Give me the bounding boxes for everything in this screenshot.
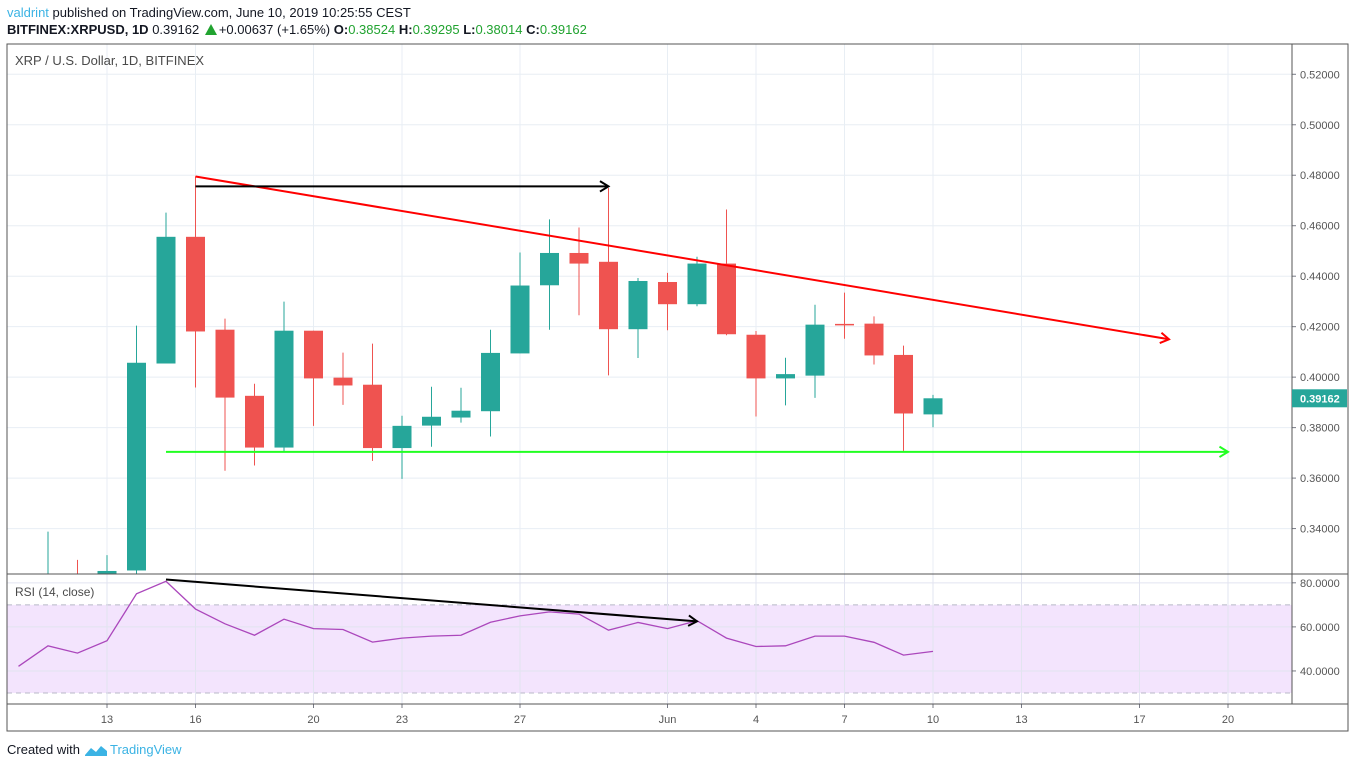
up-triangle-icon	[204, 24, 217, 35]
price-tick-label: 0.42000	[1300, 322, 1340, 334]
price-tick-label: 0.38000	[1300, 423, 1340, 435]
symbol-label: BITFINEX:XRPUSD, 1D	[7, 22, 149, 37]
low-label: L:	[463, 22, 476, 37]
time-tick-label: 7	[841, 714, 847, 726]
chart-title: XRP / U.S. Dollar, 1D, BITFINEX	[15, 53, 204, 68]
candles	[39, 176, 943, 584]
time-tick-label: 20	[307, 714, 319, 726]
candle-up	[422, 416, 441, 426]
close-value: 0.39162	[539, 22, 587, 37]
candle-up	[392, 425, 412, 449]
time-tick-label: 4	[753, 714, 759, 726]
rsi-divergence-trendline-head	[687, 614, 699, 627]
candle-down	[894, 354, 913, 414]
publish-info: valdrint published on TradingView.com, J…	[7, 5, 411, 20]
resistance-trendline[interactable]	[195, 175, 1170, 341]
candle-down	[746, 334, 766, 379]
price-change: +0.00637 (+1.65%)	[218, 22, 331, 37]
price-tick-label: 0.52000	[1300, 69, 1340, 81]
candle-down	[333, 377, 353, 386]
chart-frame	[6, 43, 1349, 732]
rsi-title: RSI (14, close)	[15, 585, 94, 599]
candle-down	[717, 263, 736, 335]
tradingview-brand-link[interactable]: TradingView	[109, 742, 182, 757]
last-price-label: 0.39162	[1300, 393, 1340, 405]
time-tick-label: 27	[514, 714, 526, 726]
time-tick-label: Jun	[659, 714, 677, 726]
candle-up	[510, 285, 530, 354]
low-value: 0.38014	[475, 22, 523, 37]
resistance-trendline-head	[1159, 331, 1171, 344]
candle-up	[776, 374, 795, 379]
high-label: H:	[398, 22, 413, 37]
price-tick-label: 0.48000	[1300, 170, 1340, 182]
candle-down	[186, 236, 205, 332]
high-value: 0.39295	[412, 22, 460, 37]
rsi-tick-label: 40.0000	[1300, 666, 1340, 678]
last-price-badge	[1292, 389, 1347, 408]
price-arrow-head	[599, 180, 611, 193]
rsi-band	[7, 604, 1292, 693]
candle-down	[304, 330, 323, 379]
candle-down	[215, 329, 235, 398]
time-tick-label: 20	[1222, 714, 1234, 726]
tradingview-logo-icon	[84, 745, 107, 756]
candle-down	[864, 323, 884, 356]
candle-up	[97, 570, 117, 574]
time-tick-label: 23	[396, 714, 408, 726]
candle-up	[481, 352, 500, 412]
candle-down	[658, 281, 677, 305]
candle-down	[569, 252, 589, 264]
price-tick-label: 0.36000	[1300, 473, 1340, 485]
time-tick-label: 17	[1133, 714, 1145, 726]
time-tick-label: 13	[1015, 714, 1027, 726]
time-tick-label: 10	[927, 714, 939, 726]
last-price: 0.39162	[152, 22, 200, 37]
price-tick-label: 0.34000	[1300, 524, 1340, 536]
rsi-tick-label: 60.0000	[1300, 622, 1340, 634]
price-tick-label: 0.40000	[1300, 372, 1340, 384]
rsi-line	[18, 580, 934, 667]
footer: Created with TradingView	[7, 742, 182, 757]
rsi-tick-label: 80.0000	[1300, 578, 1340, 590]
candle-down	[599, 261, 618, 330]
close-label: C:	[526, 22, 540, 37]
candle-up	[687, 263, 707, 305]
price-tick-label: 0.44000	[1300, 271, 1340, 283]
open-label: O:	[333, 22, 349, 37]
candle-up	[39, 579, 58, 584]
candle-up	[156, 236, 176, 364]
rsi-divergence-trendline[interactable]	[165, 578, 698, 623]
time-tick-label: 16	[189, 714, 201, 726]
price-tick-label: 0.46000	[1300, 221, 1340, 233]
symbol-info: BITFINEX:XRPUSD, 1D 0.39162 +0.00637 (+1…	[7, 22, 587, 37]
candle-down	[363, 384, 382, 449]
created-with-text: Created with	[7, 742, 80, 757]
candle-up	[127, 362, 146, 571]
candle-up	[805, 324, 825, 376]
candle-up	[540, 252, 559, 286]
candle-up	[923, 398, 943, 415]
candle-up	[451, 410, 471, 418]
support-line-head	[1218, 445, 1230, 458]
candle-down	[835, 323, 854, 326]
open-value: 0.38524	[348, 22, 396, 37]
candle-up	[274, 330, 294, 448]
candle-up	[628, 280, 648, 330]
candle-down	[245, 395, 264, 448]
author-link[interactable]: valdrint	[7, 5, 49, 20]
price-tick-label: 0.50000	[1300, 120, 1340, 132]
published-text: published on TradingView.com, June 10, 2…	[52, 5, 411, 20]
time-tick-label: 13	[101, 714, 113, 726]
